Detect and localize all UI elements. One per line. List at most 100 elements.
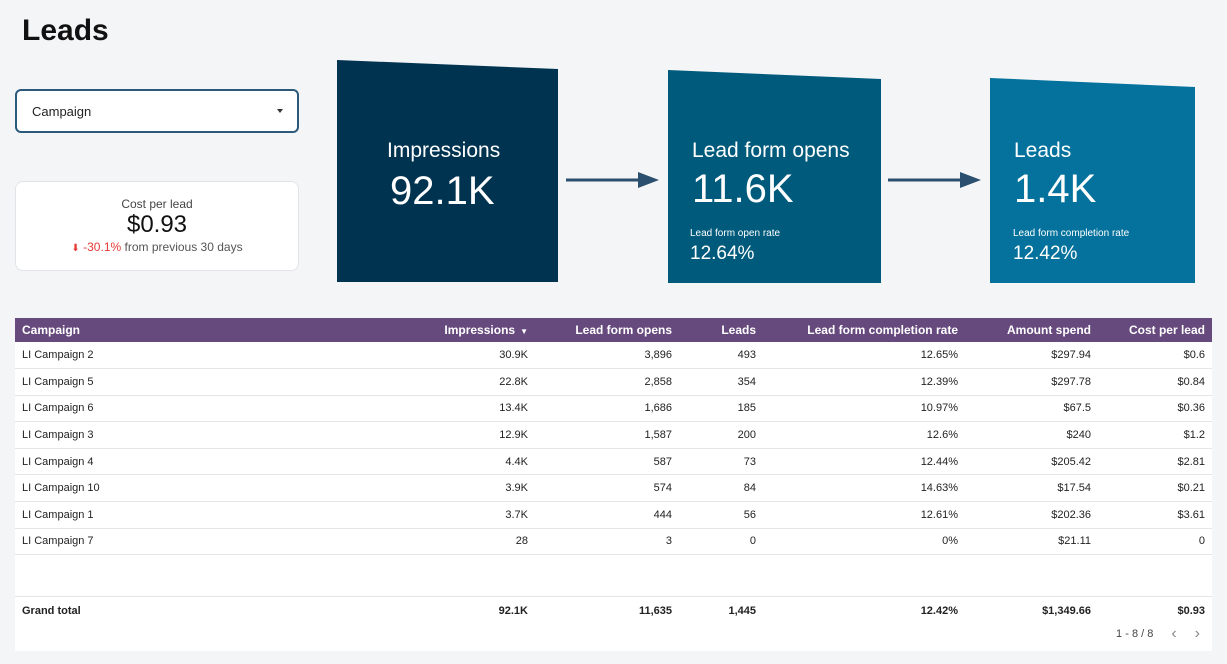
column-header-amount-spend[interactable]: Amount spend: [1007, 323, 1091, 337]
table-cell: 0: [1198, 535, 1205, 548]
table-cell: 1,587: [644, 429, 672, 442]
table-cell: $21.11: [1058, 535, 1091, 548]
table-cell: LI Campaign 4: [22, 455, 94, 468]
column-header-impressions[interactable]: Impressions ▼: [444, 323, 528, 337]
funnel-value: 1.4K: [1014, 167, 1097, 211]
table-cell: $0.6: [1183, 349, 1205, 362]
funnel-value: 92.1K: [390, 169, 495, 213]
table-row[interactable]: LI Campaign 6 13.4K 1,686 185 10.97% $67.5 $0.…: [15, 395, 1212, 422]
table-cell: 3,896: [644, 349, 672, 362]
table-cell: $0.84: [1177, 375, 1205, 388]
table-cell: LI Campaign 6: [22, 402, 94, 415]
table-row[interactable]: LI Campaign 3 12.9K 1,587 200 12.6% $240 $1.2: [15, 422, 1212, 449]
table-cell: $240: [1066, 429, 1091, 442]
table-cell: LI Campaign 5: [22, 375, 94, 388]
table-row[interactable]: LI Campaign 4 4.4K 587 73 12.44% $205.42 $2.81: [15, 448, 1212, 475]
table-cell: $67.5: [1063, 402, 1091, 415]
campaign-filter-dropdown[interactable]: Campaign: [15, 89, 299, 133]
page-title: Leads: [22, 14, 109, 47]
column-header-campaign[interactable]: Campaign: [22, 323, 81, 337]
total-cell: 92.1K: [498, 605, 528, 617]
table-row[interactable]: LI Campaign 1 3.7K 444 56 12.61% $202.36 $3.61: [15, 502, 1212, 529]
table-cell: 493: [737, 349, 756, 362]
grand-total-row: Grand total 92.1K 11,635 1,445 12.42% $1,349.…: [15, 597, 1212, 625]
table-cell: 444: [653, 508, 672, 521]
table-cell: 0: [749, 535, 756, 548]
table-cell: 28: [515, 535, 528, 548]
table-cell: 84: [743, 482, 756, 495]
funnel-title: Lead form opens: [692, 139, 850, 162]
column-header-lead-form-opens[interactable]: Lead form opens: [575, 323, 672, 337]
funnel-title: Leads: [1014, 139, 1072, 162]
table-cell: 12.39%: [920, 375, 958, 388]
funnel-shape-impressions: [337, 60, 558, 282]
table-cell: $1.2: [1183, 429, 1205, 442]
table-cell: 12.61%: [920, 508, 958, 521]
funnel-title: Impressions: [387, 139, 501, 162]
table-cell: 12.44%: [920, 455, 958, 468]
total-cell: Grand total: [22, 605, 81, 617]
table-cell: $297.78: [1051, 375, 1091, 388]
scorecard-label: Cost per lead: [121, 197, 193, 211]
column-header-leads[interactable]: Leads: [721, 323, 756, 337]
funnel-stage-lead-form-opens: Lead form opens 11.6K Lead form open rat…: [668, 70, 882, 283]
funnel-rate-value: 12.42%: [1013, 243, 1078, 264]
funnel-rate-value: 12.64%: [690, 243, 755, 264]
table-cell: 56: [743, 508, 756, 521]
table-cell: $2.81: [1177, 455, 1205, 468]
table-cell: $202.36: [1051, 508, 1091, 521]
funnel-shape-lead-form-opens: [668, 70, 881, 283]
column-header-cost-per-lead[interactable]: Cost per lead: [1128, 323, 1205, 337]
table-cell: $0.21: [1177, 482, 1205, 495]
empty-cell: [15, 555, 1212, 597]
pagination-label: 1 - 8 / 8: [1116, 628, 1154, 640]
total-cell: $0.93: [1177, 605, 1205, 617]
sort-desc-icon: ▼: [520, 327, 528, 336]
total-cell: 1,445: [728, 605, 756, 617]
table-cell: 22.8K: [499, 375, 528, 388]
campaign-filter-label: Campaign: [32, 103, 92, 119]
table-row[interactable]: LI Campaign 7 28 3 0 0% $21.11 0: [15, 528, 1212, 555]
table-cell: 3.7K: [505, 508, 528, 521]
funnel-stage-leads: Leads 1.4K Lead form completion rate 12.…: [990, 78, 1196, 283]
table-cell: 587: [653, 455, 672, 468]
table-cell: 14.63%: [920, 482, 958, 495]
chevron-right-icon[interactable]: ›: [1194, 625, 1200, 642]
column-header-completion-rate[interactable]: Lead form completion rate: [807, 323, 958, 337]
table-cell: 200: [737, 429, 756, 442]
table-cell: 12.9K: [499, 429, 528, 442]
table-cell: LI Campaign 2: [22, 349, 94, 362]
table-row[interactable]: LI Campaign 2 30.9K 3,896 493 12.65% $297.94 $…: [15, 342, 1212, 369]
total-cell: 11,635: [638, 605, 672, 617]
table-cell: 3: [665, 535, 672, 548]
table-cell: 12.65%: [920, 349, 958, 362]
funnel-rate-label: Lead form completion rate: [1013, 228, 1130, 239]
arrow-right-icon: [566, 172, 659, 188]
table-cell: LI Campaign 7: [22, 535, 94, 548]
funnel-stage-impressions: Impressions 92.1K: [337, 60, 559, 282]
table-cell: 3.9K: [505, 482, 528, 495]
scorecard-delta: ⬇ -30.1% from previous 30 days: [16, 240, 298, 254]
funnel-value: 11.6K: [692, 167, 794, 211]
funnel-rate-label: Lead form open rate: [690, 228, 781, 239]
table-row[interactable]: LI Campaign 10 3.9K 574 84 14.63% $17.54 $0.21: [15, 475, 1212, 502]
table-cell: $0.36: [1177, 402, 1205, 415]
pagination: 1 - 8 / 8 ‹ ›: [1116, 625, 1200, 643]
table-cell: 73: [743, 455, 756, 468]
delta-text: from previous 30 days: [124, 240, 243, 254]
chevron-left-icon[interactable]: ‹: [1171, 625, 1177, 642]
total-cell: $1,349.66: [1042, 605, 1091, 617]
table-cell: 30.9K: [499, 349, 528, 362]
table-cell: 0%: [942, 535, 958, 548]
table-header-row: Campaign Impressions ▼ Lead form opens Le…: [15, 318, 1212, 342]
arrow-down-icon: ⬇: [71, 243, 80, 254]
table-cell: LI Campaign 10: [22, 482, 100, 495]
campaign-table: Campaign Impressions ▼ Lead form opens Le…: [15, 318, 1212, 651]
caret-down-icon: [277, 109, 283, 113]
table-row[interactable]: LI Campaign 5 22.8K 2,858 354 12.39% $297.78 $…: [15, 369, 1212, 396]
table-cell: 354: [737, 375, 756, 388]
table-cell: 574: [653, 482, 672, 495]
empty-row: [15, 555, 1212, 597]
table-cell: LI Campaign 1: [22, 508, 94, 521]
table-cell: $297.94: [1051, 349, 1091, 362]
